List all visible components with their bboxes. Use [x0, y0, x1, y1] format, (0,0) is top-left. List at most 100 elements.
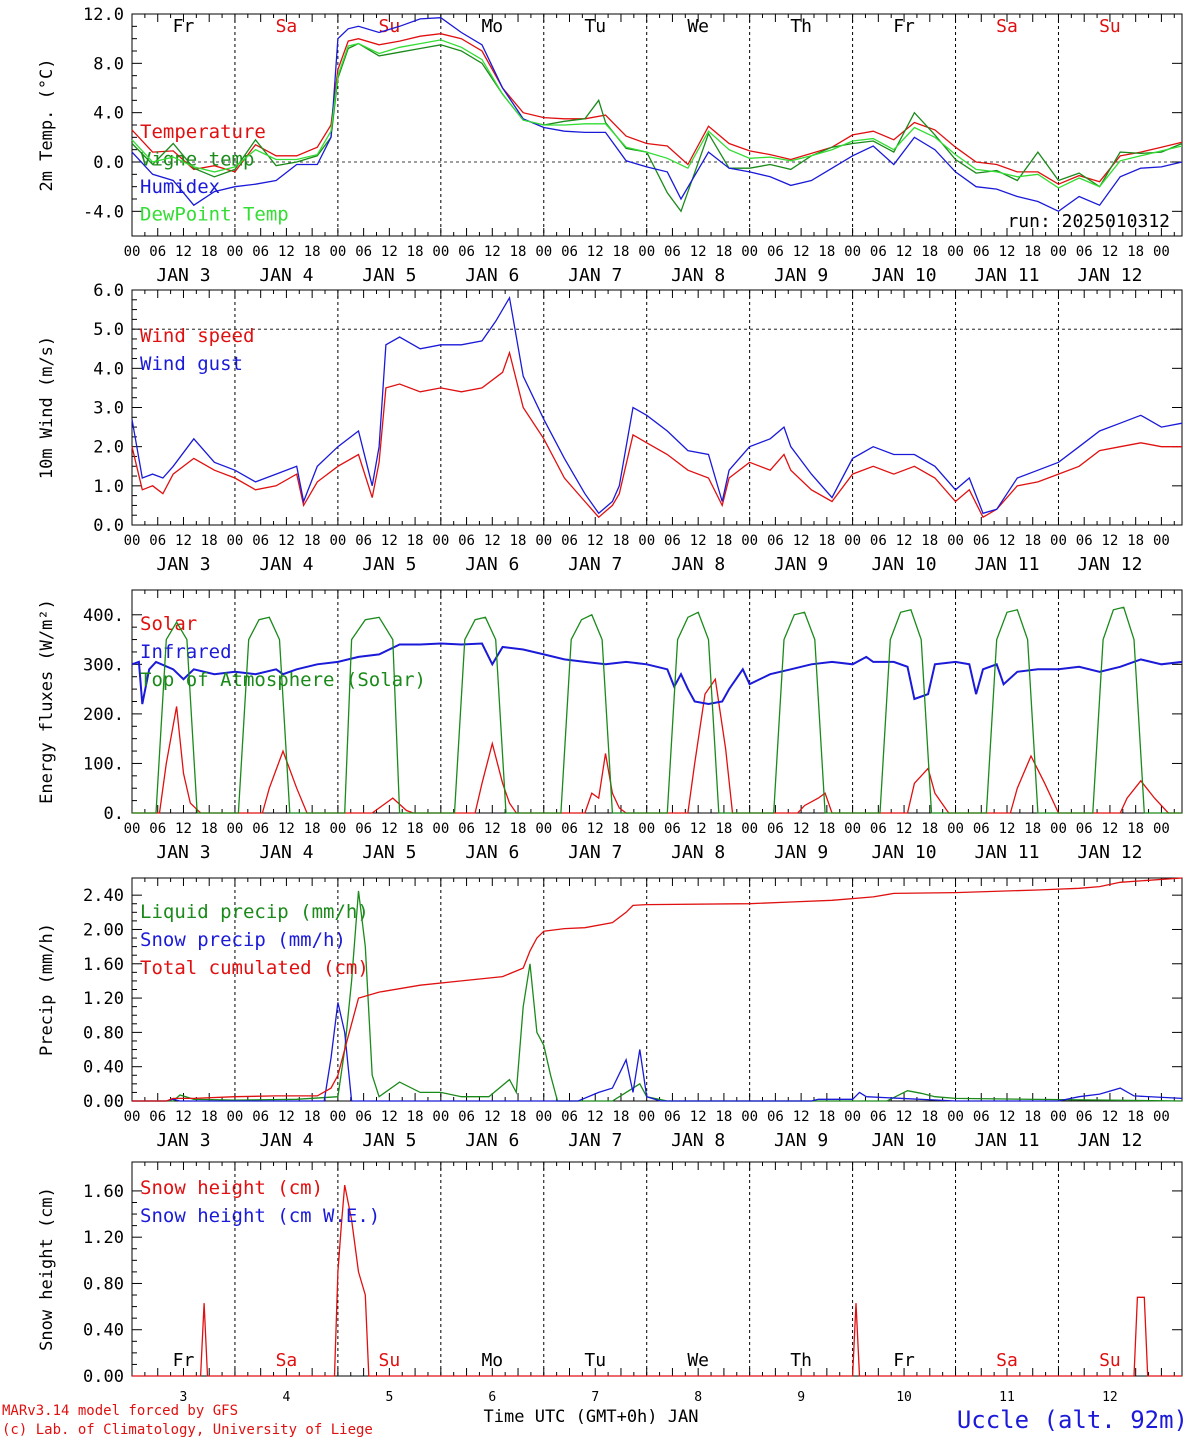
hour-tick-label: 06	[767, 533, 784, 549]
hour-tick-label: 18	[304, 244, 321, 260]
date-label: JAN 4	[259, 1130, 313, 1151]
hour-tick-label: 12	[278, 244, 295, 260]
day-name-label: We	[687, 1350, 709, 1371]
hour-tick-label: 06	[458, 1109, 475, 1125]
y-tick-label: 4.0	[93, 359, 124, 379]
hour-tick-label: 18	[201, 821, 218, 837]
panel-2: 6.0 5.0 4.0 3.0 2.0 1.0 0.0 10m Wind (m/s) 00 06 1…	[37, 281, 1183, 575]
hour-tick-label: 12	[793, 244, 810, 260]
date-label: JAN 11	[974, 265, 1039, 286]
hour-tick-label: 00	[844, 533, 861, 549]
y-tick-label: 2.40	[83, 886, 124, 906]
hour-tick-label: 06	[973, 533, 990, 549]
hour-tick-label: 18	[1127, 1109, 1144, 1125]
y-axis-label: Energy fluxes (W/m²)	[37, 599, 57, 804]
hour-tick-label: 12	[175, 244, 192, 260]
hour-tick-label: 06	[355, 244, 372, 260]
legend-entry: Liquid precip (mm/h)	[140, 901, 369, 923]
hour-tick-label: 12	[587, 821, 604, 837]
hour-tick-label: 06	[458, 533, 475, 549]
date-label: JAN 4	[259, 265, 313, 286]
hour-tick-label: 18	[1024, 244, 1041, 260]
x-axis-title: Time UTC (GMT+0h) JAN	[484, 1407, 699, 1427]
hour-tick-label: 12	[278, 1109, 295, 1125]
hour-tick-label: 18	[510, 1109, 527, 1125]
hour-tick-label: 06	[767, 244, 784, 260]
hour-tick-label: 18	[921, 244, 938, 260]
hour-tick-label: 12	[484, 533, 501, 549]
legend-entry: Top of Atmosphere (Solar)	[140, 669, 426, 691]
hour-tick-label: 00	[227, 244, 244, 260]
hour-tick-label: 12	[999, 533, 1016, 549]
panel-3: 400. 300. 200. 100. 0. Energy fluxes (W/m²) 00…	[37, 589, 1183, 863]
hour-tick-label: 18	[921, 821, 938, 837]
hour-tick-label: 06	[561, 244, 578, 260]
panel-frame	[131, 289, 1183, 526]
series-line-temperature	[131, 33, 1183, 185]
y-tick-label: -4.0	[83, 202, 124, 222]
credit-line-1: MARv3.14 model forced by GFS	[2, 1403, 238, 1419]
day-name-label: Tu	[584, 16, 606, 37]
y-tick-label: 1.60	[83, 955, 124, 975]
legend-entry: Total cumulated (cm)	[140, 957, 369, 979]
date-label: JAN 9	[774, 842, 828, 863]
hour-tick-label: 18	[407, 244, 424, 260]
y-tick-label: 100.	[83, 754, 124, 774]
hour-tick-label: 18	[510, 533, 527, 549]
day-name-label: Su	[379, 16, 401, 37]
y-axis-label: Snow height (cm)	[37, 1187, 57, 1351]
hour-tick-label: 00	[1153, 244, 1170, 260]
hour-tick-label: 12	[999, 1109, 1016, 1125]
hour-tick-label: 12	[690, 1109, 707, 1125]
hour-tick-label: 12	[896, 1109, 913, 1125]
legend-entry: Wind gust	[140, 353, 243, 375]
hour-tick-label: 00	[329, 533, 346, 549]
hour-tick-label: 12	[793, 821, 810, 837]
hour-tick-label: 18	[818, 533, 835, 549]
day-name-label: Sa	[276, 16, 298, 37]
hour-tick-label: 06	[870, 244, 887, 260]
date-label: JAN 5	[362, 265, 416, 286]
series-line-solar	[132, 677, 1182, 814]
hour-tick-label: 00	[432, 1109, 449, 1125]
hour-tick-label: 00	[535, 244, 552, 260]
hour-tick-label: 18	[201, 244, 218, 260]
legend-entry: Humidex	[140, 176, 220, 198]
hour-tick-label: 00	[1050, 821, 1067, 837]
hour-tick-label: 12	[278, 533, 295, 549]
panel-5: 1.60 1.20 0.80 0.40 0.00 Snow height (cm) 3 4 5 6…	[37, 1161, 1183, 1405]
y-tick-label: 6.0	[93, 281, 124, 301]
hour-tick-label: 12	[175, 533, 192, 549]
series-line-snow-precip-mm-h-	[132, 1002, 1183, 1102]
day-name-label: Fr	[893, 16, 915, 37]
y-axis-label: 2m Temp. (°C)	[37, 58, 57, 191]
date-label: JAN 10	[872, 554, 937, 575]
date-label: JAN 6	[465, 1130, 519, 1151]
hour-tick-label: 00	[535, 533, 552, 549]
y-axis-label: 10m Wind (m/s)	[37, 336, 57, 479]
hour-tick-label: 18	[613, 1109, 630, 1125]
y-tick-label: 0.0	[93, 516, 124, 536]
day-number-label: 10	[896, 1390, 912, 1405]
hour-tick-label: 12	[484, 821, 501, 837]
y-tick-label: 200.	[83, 705, 124, 725]
hour-tick-label: 18	[510, 821, 527, 837]
hour-tick-label: 06	[1076, 244, 1093, 260]
date-label: JAN 6	[465, 554, 519, 575]
day-number-label: 8	[694, 1390, 702, 1405]
hour-tick-label: 00	[124, 533, 141, 549]
hour-tick-label: 12	[690, 244, 707, 260]
y-tick-label: 3.0	[93, 399, 124, 419]
hour-tick-label: 12	[381, 244, 398, 260]
series-line-snow-height-cm-	[132, 1184, 1182, 1377]
y-tick-label: 1.20	[83, 989, 124, 1009]
hour-tick-label: 00	[947, 244, 964, 260]
hour-tick-label: 18	[407, 821, 424, 837]
hour-tick-label: 06	[252, 1109, 269, 1125]
hour-tick-label: 00	[741, 821, 758, 837]
date-label: JAN 3	[156, 842, 210, 863]
credit-line-2: (c) Lab. of Climatology, University of L…	[2, 1422, 373, 1438]
hour-tick-label: 18	[1024, 821, 1041, 837]
hour-tick-label: 18	[921, 1109, 938, 1125]
